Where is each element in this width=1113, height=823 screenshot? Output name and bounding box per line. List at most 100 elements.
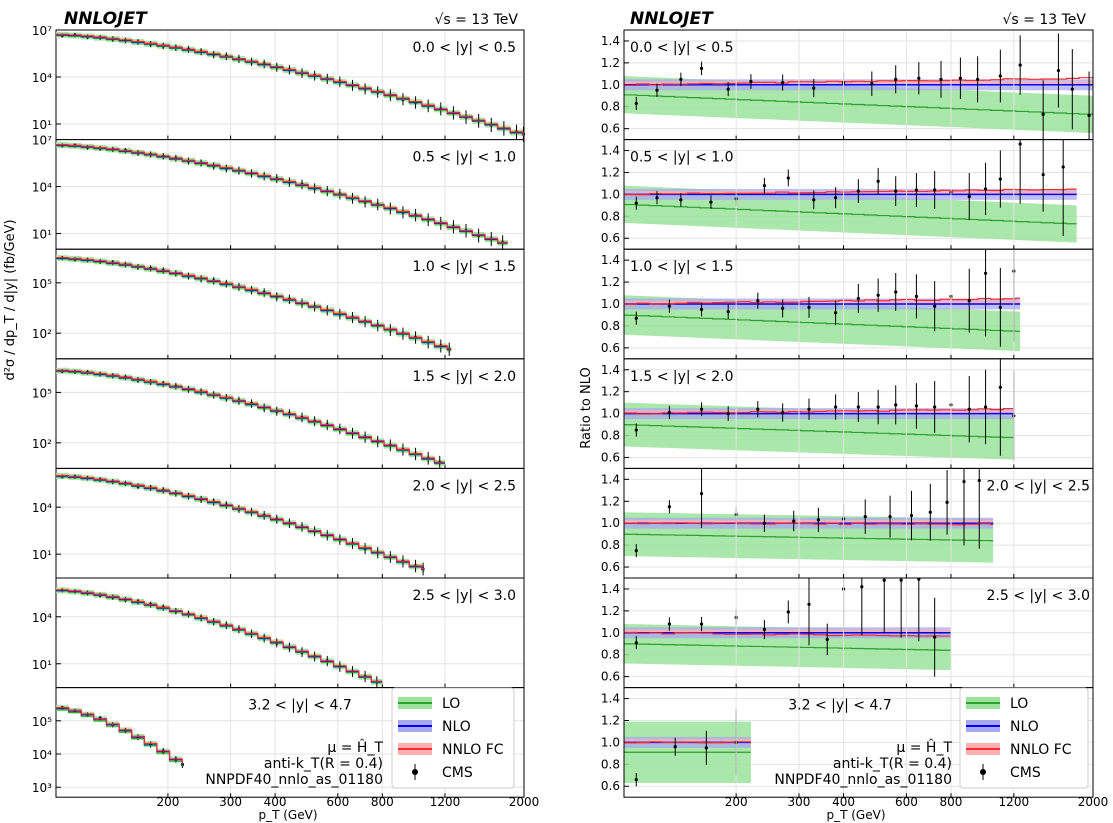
right-cms-point [726,412,730,416]
right-ytick-label: 1.4 [601,472,620,486]
left-ytick-label: 10⁵ [32,715,52,729]
left-nnlo-line [56,589,383,682]
right-cms-point [983,187,988,191]
right-cms-point [667,505,671,509]
left-nlo-line [56,370,446,464]
right-ytick-label: 1.2 [601,713,620,727]
left-nlo-line [56,257,452,350]
legend-cms-label: CMS [1010,765,1041,781]
right-cms-point [894,290,898,294]
right-ytick-label: 1.4 [601,34,620,48]
legend-nlo-label: NLO [442,719,471,735]
right-energy-label: √s = 13 TeV [1003,12,1087,28]
right-panel-5: 0.6 0.8 1.0 1.2 1.4 2.5 < |y| < 3.0 [601,577,1094,689]
scale-annotation: μ = Ĥ_T [327,738,383,756]
right-panel-4: 0.6 0.8 1.0 1.2 1.4 2.0 < |y| < 2.5 [601,467,1094,579]
right-ytick-label: 1.0 [601,187,620,201]
right-ytick-label: 1.2 [601,604,620,618]
left-rapidity-label: 0.5 < |y| < 1.0 [412,150,516,166]
right-cms-point [967,407,971,411]
left-ytick-label: 10⁵ [32,386,52,400]
right-cms-point [909,513,914,518]
jet-algorithm-annotation: anti-k_T(R = 0.4) [264,756,383,772]
legend-lo-label: LO [1010,696,1028,712]
left-xtick-label: 800 [371,795,394,809]
legend-nnlo-label: NNLO FC [442,742,504,758]
right-cms-point [856,189,860,193]
right-rapidity-label: 0.5 < |y| < 1.0 [630,150,734,166]
right-xtick-label: 300 [788,795,811,809]
right-cms-point [1056,68,1061,73]
right-cms-point [699,492,704,496]
right-ytick-label: 1.2 [601,494,620,508]
right-cms-point [998,305,1002,309]
right-cms-point [667,622,671,626]
left-rapidity-label: 0.0 < |y| < 0.5 [412,40,516,56]
right-annotation-block: μ = Ĥ_T anti-k_T(R = 0.4) NNPDF40_nnlo_a… [774,738,952,788]
right-cms-point [673,745,677,749]
legend-cms-marker [980,769,986,775]
right-cms-point [876,293,880,297]
right-cms-point [834,196,838,200]
right-cms-point [834,311,838,315]
right-ytick-label: 1.2 [601,275,620,289]
right-y-axis-label: Ratio to NLO [579,367,594,448]
left-nnlo-line [56,256,452,350]
left-ytick-label: 10² [32,327,52,341]
right-rapidity-label: 1.0 < |y| < 1.5 [630,259,734,275]
left-panel-2: 10² 10⁵ 1.0 < |y| < 1.5 [32,248,525,360]
right-ytick-label: 0.6 [601,341,620,355]
right-cms-point [679,77,683,81]
right-cms-point [726,310,730,314]
right-cms-point [958,76,962,80]
right-cms-point [1061,165,1065,169]
right-cms-point [983,405,988,409]
right-nnlo-line [624,741,752,744]
right-ytick-label: 1.0 [601,516,620,530]
left-x-axis-label: p_T (GeV) [258,808,317,822]
left-rapidity-label: 1.0 < |y| < 1.5 [412,259,516,275]
right-xtick-label: 200 [725,795,748,809]
right-cms-point [781,410,785,415]
right-lo-line [624,533,994,542]
right-cms-point [914,404,919,408]
right-panels: 0.6 0.8 1.0 1.2 1.4 0.0 < |y| < 0.5 0.6 0.8 1.0 1… [601,29,1108,809]
right-cms-point [792,519,796,523]
left-nnlo-line [56,33,524,135]
right-ytick-label: 0.6 [601,231,620,245]
right-xtick-label: 400 [832,795,855,809]
right-cms-point [699,407,704,411]
right-nnlojet-title: NNLOJET [630,9,714,29]
right-rapidity-label: 3.2 < |y| < 4.7 [788,698,892,714]
right-xtick-label: 800 [940,795,963,809]
right-cms-point [976,77,980,81]
right-cms-point [967,299,971,303]
right-ytick-label: 0.8 [601,319,620,333]
left-rapidity-label: 3.2 < |y| < 4.7 [248,698,352,714]
right-ytick-label: 1.0 [601,407,620,421]
right-cms-point [856,296,860,301]
right-lo-line [624,94,1093,115]
left-y-axis-label: d²σ / dp_T / d|y| (fb/GeV) [3,219,18,380]
right-rapidity-label: 2.5 < |y| < 3.0 [986,588,1090,604]
right-cms-point [856,405,860,409]
right-cms-point [807,305,811,309]
pdf-annotation: NNPDF40_nnlo_as_01180 [205,772,383,788]
right-cms-point [816,518,820,522]
right-cms-point [786,610,790,614]
right-nnlo-band [624,191,1077,195]
right-rapidity-label: 1.5 < |y| < 2.0 [630,369,734,385]
right-panel-3: 0.6 0.8 1.0 1.2 1.4 1.5 < |y| < 2.0 [601,358,1094,469]
right-cms-point [655,196,659,200]
left-xtick-label: 2000 [509,795,540,809]
right-cms-point [914,294,919,298]
left-lo-line [56,258,452,351]
left-nnlo-line [56,369,446,463]
left-nnlo-line [56,143,508,243]
left-nlo-line [56,707,183,765]
right-cms-point [786,176,790,180]
legend-frame [391,687,515,789]
right-cms-point [1070,87,1074,91]
left-xtick-label: 200 [156,795,179,809]
